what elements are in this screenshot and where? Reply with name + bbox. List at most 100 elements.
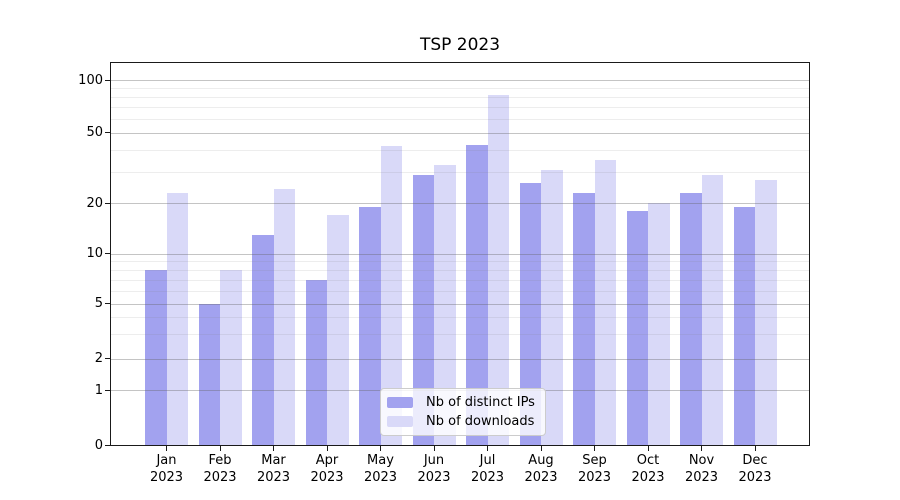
x-tick-label-oct: Oct 2023 (620, 452, 676, 486)
y-gridline-5 (111, 303, 809, 305)
x-tickmark-sep (594, 446, 595, 451)
y-gridline-minor-60 (111, 118, 809, 120)
x-tick-year: 2023 (203, 470, 237, 485)
bar-ips-feb (198, 303, 220, 445)
y-gridline-minor-3 (111, 334, 809, 336)
y-tickmark-20 (105, 202, 110, 204)
y-tickmark-50 (105, 132, 110, 134)
y-tick-label-2: 2 (94, 351, 103, 367)
bar-downloads-jul (487, 95, 509, 445)
x-tick-year: 2023 (310, 470, 344, 485)
x-tick-month: Jul (479, 453, 496, 468)
bar-downloads-may (380, 146, 402, 445)
bar-ips-jun (412, 174, 434, 445)
y-gridline-minor-80 (111, 97, 809, 99)
bar-ips-sep (573, 192, 595, 445)
x-tick-label-mar: Mar 2023 (246, 452, 302, 486)
x-tick-year: 2023 (524, 470, 558, 485)
x-tickmark-jan (166, 446, 167, 451)
y-tickmark-5 (105, 303, 110, 305)
x-tick-year: 2023 (149, 470, 184, 485)
x-tickmark-aug (540, 446, 542, 451)
y-tick-label-5: 5 (94, 296, 103, 312)
x-tick-month: Oct (636, 453, 660, 468)
legend-item-downloads: Nb of downloads (387, 414, 537, 430)
y-tick-label-0: 0 (94, 437, 103, 453)
bar-downloads-feb (220, 269, 242, 445)
legend-label-distinct-ips: Nb of distinct IPs (426, 394, 535, 410)
y-tick-label-20: 20 (86, 195, 103, 211)
y-gridline-minor-6 (111, 290, 809, 292)
x-tick-year: 2023 (470, 470, 505, 485)
x-tickmark-mar (273, 446, 274, 451)
y-tick-label-1: 1 (94, 382, 103, 398)
x-tick-label-dec: Dec 2023 (727, 452, 783, 486)
bar-downloads-aug (541, 169, 563, 445)
x-tickmark-dec (754, 446, 756, 451)
x-tickmark-may (380, 446, 381, 451)
x-tick-year: 2023 (738, 470, 772, 485)
plot-area (110, 62, 810, 446)
chart-title: TSP 2023 (419, 35, 501, 55)
bar-ips-jul (466, 144, 488, 445)
y-gridline-minor-7 (111, 279, 809, 281)
bar-ips-apr (305, 279, 327, 445)
bar-ips-jan (145, 269, 167, 445)
x-tickmark-oct (647, 446, 649, 451)
x-tick-month: Dec (742, 453, 768, 468)
y-tick-label-10: 10 (86, 246, 103, 262)
x-tick-year: 2023 (631, 470, 665, 485)
x-tick-month: May (367, 453, 394, 468)
legend: Nb of distinct IPs Nb of downloads (380, 388, 546, 436)
x-tickmark-nov (701, 446, 702, 451)
bar-ips-may (359, 207, 381, 445)
x-tick-month: Feb (208, 453, 232, 468)
y-gridline-minor-70 (111, 107, 809, 109)
bar-downloads-jan (166, 192, 188, 445)
bar-downloads-apr (327, 215, 349, 445)
y-tickmark-100 (105, 79, 110, 81)
x-tick-year: 2023 (577, 470, 612, 485)
x-tickmark-feb (219, 446, 221, 451)
x-tick-month: Mar (261, 453, 286, 468)
x-tickmark-jul (487, 446, 488, 451)
y-gridline-minor-90 (111, 88, 809, 90)
bar-downloads-mar (273, 189, 295, 445)
y-gridline-minor-40 (111, 150, 809, 152)
bar-ips-mar (252, 234, 274, 445)
y-tickmark-2 (105, 358, 110, 360)
y-tickmark-10 (105, 253, 110, 255)
x-tickmark-apr (326, 446, 328, 451)
y-tick-label-100: 100 (78, 72, 103, 88)
x-tick-label-jul: Jul 2023 (460, 452, 516, 486)
x-tick-month: Sep (582, 453, 607, 468)
y-gridline-minor-30 (111, 172, 809, 174)
y-gridline-100 (111, 80, 809, 81)
x-tick-label-apr: Apr 2023 (299, 452, 355, 486)
x-tick-month: Apr (315, 453, 339, 468)
x-tickmark-jun (433, 446, 435, 451)
x-tick-month: Aug (528, 453, 554, 468)
y-gridline-minor-9 (111, 261, 809, 263)
x-tick-month: Nov (688, 453, 715, 468)
bar-downloads-oct (648, 203, 670, 445)
bar-ips-oct (626, 210, 648, 445)
bar-downloads-sep (594, 160, 616, 445)
x-tick-month: Jan (156, 453, 177, 468)
y-gridline-minor-8 (111, 269, 809, 271)
y-gridline-2 (111, 358, 809, 360)
x-tick-label-jun: Jun 2023 (406, 452, 462, 486)
x-tick-year: 2023 (256, 470, 291, 485)
bar-downloads-dec (755, 180, 777, 445)
legend-swatch-distinct-ips (387, 397, 413, 408)
legend-label-downloads: Nb of downloads (426, 413, 535, 429)
x-tick-month: Jun (423, 453, 445, 468)
bar-downloads-nov (701, 174, 723, 445)
x-tick-year: 2023 (417, 470, 451, 485)
y-tickmark-0 (105, 444, 110, 446)
y-tickmark-1 (105, 389, 110, 391)
bar-downloads-jun (434, 164, 456, 445)
x-tick-label-may: May 2023 (353, 452, 409, 486)
y-tick-label-50: 50 (86, 125, 103, 141)
y-gridline-10 (111, 253, 809, 255)
